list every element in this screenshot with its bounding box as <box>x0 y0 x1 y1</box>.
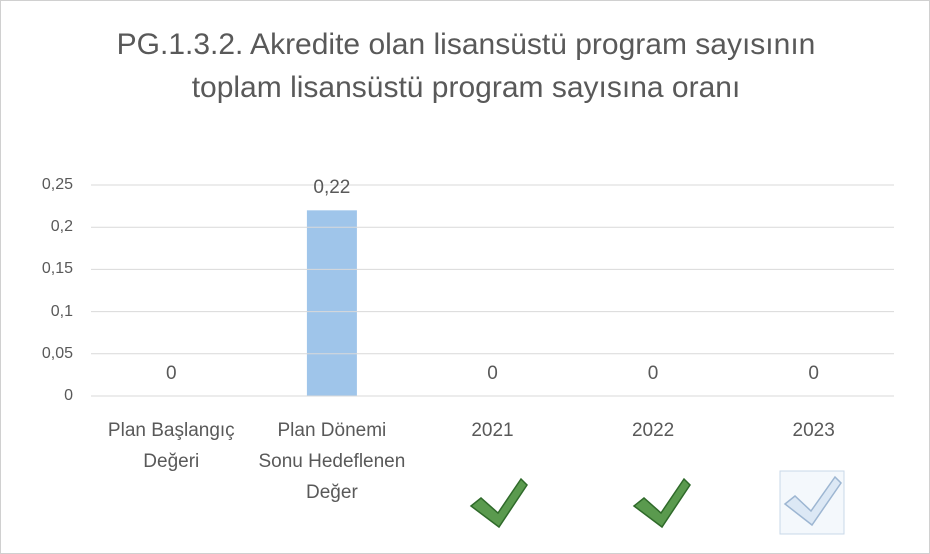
bar <box>306 210 357 396</box>
y-tick-label: 0,1 <box>50 302 73 320</box>
y-tick-label: 0,25 <box>41 176 73 193</box>
y-tick-label: 0,05 <box>41 344 73 362</box>
y-tick-label: 0,2 <box>50 218 73 236</box>
x-tick-label: 2023 <box>792 420 835 441</box>
chart-title: PG.1.3.2. Akredite olan lisansüstü progr… <box>116 28 816 104</box>
value-label: 0 <box>808 363 819 384</box>
check-2022 <box>632 477 691 529</box>
value-label: 0,22 <box>313 177 351 199</box>
value-label: 0 <box>647 363 659 384</box>
value-label: 0 <box>166 363 177 384</box>
x-tick-label: 2022 <box>631 420 675 441</box>
value-label: 0 <box>487 363 498 384</box>
y-tick-label: 0,15 <box>41 260 73 278</box>
y-tick-label: 0 <box>64 387 73 404</box>
x-tick-label: Plan Dönemi Sonu Hedeflenen Değer <box>258 420 406 503</box>
x-tick-label: 2021 <box>471 420 514 441</box>
x-tick-label: Plan Başlangıç Değeri <box>107 420 235 472</box>
check-2023 <box>779 470 845 535</box>
check-2021 <box>469 477 528 529</box>
